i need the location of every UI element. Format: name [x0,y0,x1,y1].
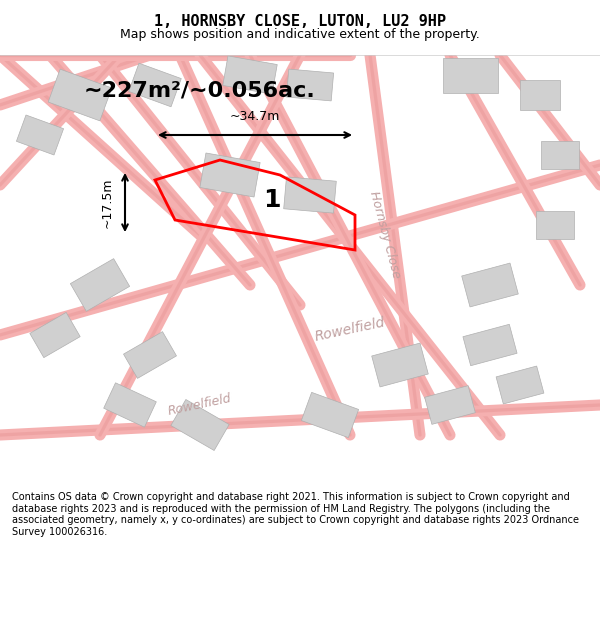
Text: ~34.7m: ~34.7m [230,111,280,124]
Polygon shape [129,63,181,107]
Text: Rowelfield: Rowelfield [313,316,386,344]
Polygon shape [223,56,277,94]
Polygon shape [496,366,544,404]
Text: Contains OS data © Crown copyright and database right 2021. This information is : Contains OS data © Crown copyright and d… [12,492,579,537]
Polygon shape [171,399,229,451]
Text: 1: 1 [263,188,280,212]
Text: Map shows position and indicative extent of the property.: Map shows position and indicative extent… [120,28,480,41]
Polygon shape [16,115,64,155]
Text: Rowelfield: Rowelfield [167,392,233,418]
Text: ~227m²/~0.056ac.: ~227m²/~0.056ac. [84,80,316,100]
Polygon shape [536,211,574,239]
Polygon shape [286,69,334,101]
Polygon shape [30,312,80,358]
Polygon shape [200,153,260,197]
Polygon shape [124,332,176,378]
Polygon shape [425,386,475,424]
Polygon shape [70,259,130,311]
Polygon shape [463,324,517,366]
Polygon shape [301,392,359,438]
Polygon shape [104,382,157,428]
Polygon shape [284,177,336,213]
Polygon shape [462,263,518,307]
Polygon shape [48,69,112,121]
Polygon shape [520,80,560,110]
Text: ~17.5m: ~17.5m [101,177,113,227]
Polygon shape [372,343,428,387]
Polygon shape [541,141,579,169]
Text: 1, HORNSBY CLOSE, LUTON, LU2 9HP: 1, HORNSBY CLOSE, LUTON, LU2 9HP [154,14,446,29]
Polygon shape [443,58,497,92]
Text: Hornsby Close: Hornsby Close [367,190,403,280]
